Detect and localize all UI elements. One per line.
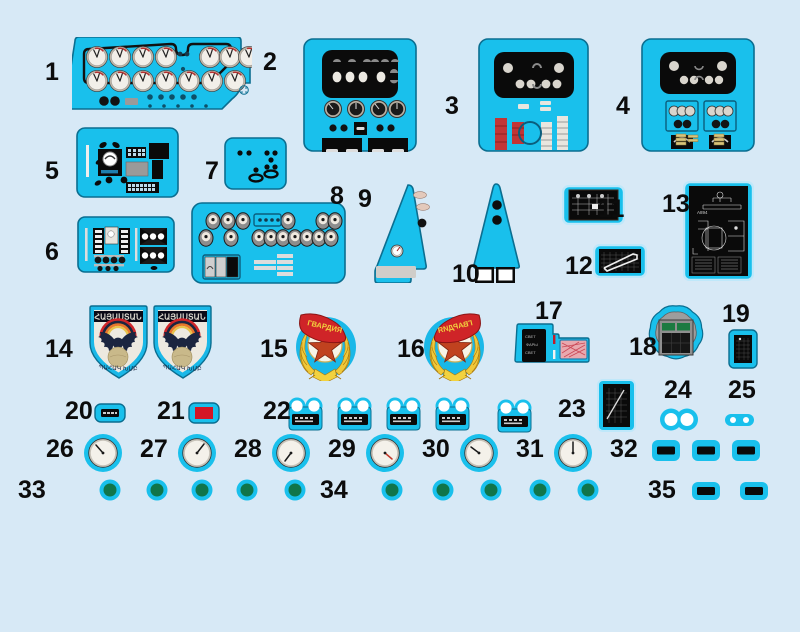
svg-text:СВЕТ: СВЕТ (525, 350, 536, 355)
svg-text:СВЕТ: СВЕТ (525, 334, 536, 339)
svg-text:ФАРЫ: ФАРЫ (526, 342, 538, 347)
svg-text:A894: A894 (697, 210, 708, 215)
